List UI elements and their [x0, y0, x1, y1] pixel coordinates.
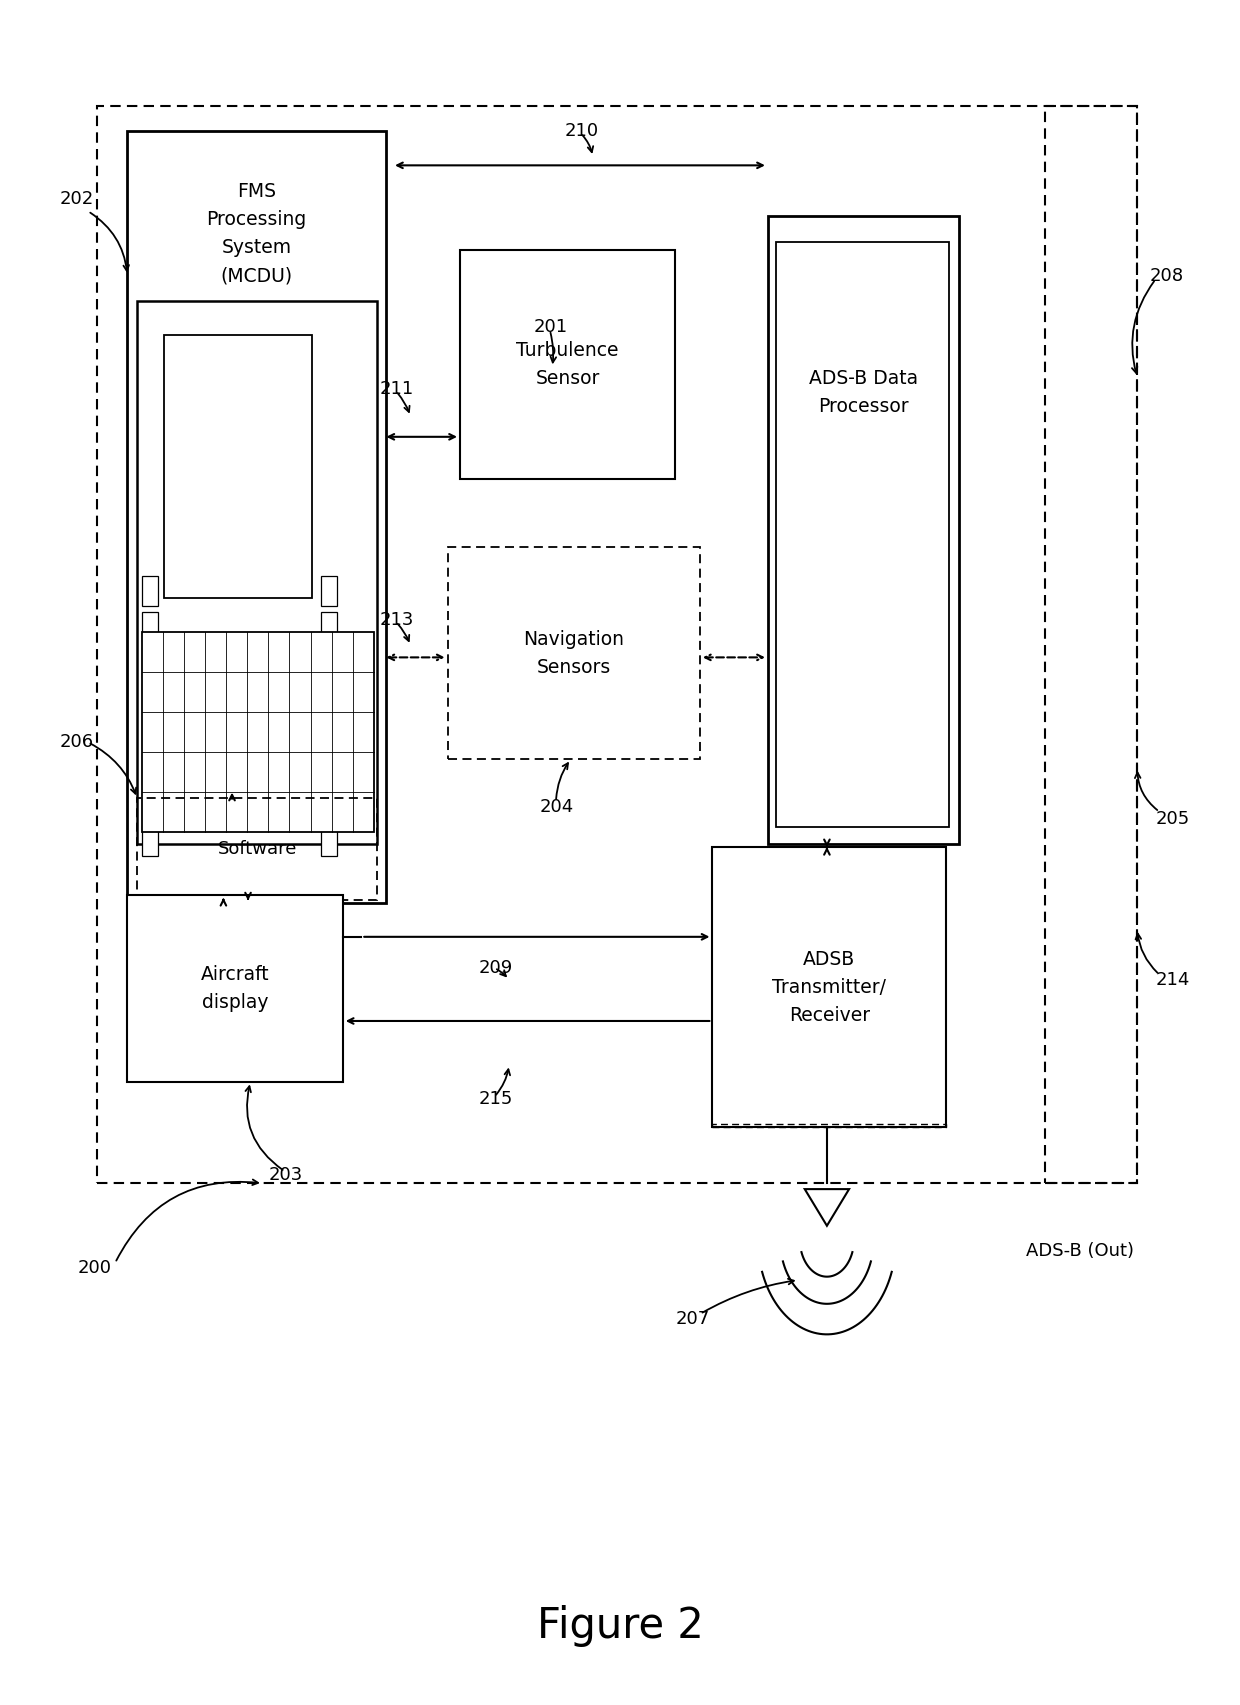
- Text: ADS-B Data
Processor: ADS-B Data Processor: [808, 368, 918, 416]
- Text: 210: 210: [564, 123, 599, 140]
- Text: Software: Software: [217, 841, 296, 858]
- Bar: [143, 825, 159, 856]
- Bar: [164, 334, 312, 598]
- Text: 213: 213: [379, 610, 414, 629]
- Bar: [712, 1124, 946, 1127]
- Text: 209: 209: [479, 958, 512, 977]
- Bar: [321, 682, 337, 713]
- Bar: [321, 648, 337, 679]
- Bar: [138, 302, 377, 844]
- Text: 208: 208: [1149, 266, 1184, 285]
- Text: Aircraft
display: Aircraft display: [201, 965, 269, 1011]
- Text: ADS-B (Out): ADS-B (Out): [1027, 1243, 1135, 1260]
- Text: 203: 203: [269, 1166, 304, 1183]
- Bar: [128, 131, 386, 904]
- Text: 206: 206: [60, 733, 94, 752]
- Text: FMS
Processing
System
(MCDU): FMS Processing System (MCDU): [207, 182, 306, 285]
- Text: 205: 205: [1156, 810, 1190, 827]
- Bar: [143, 633, 373, 832]
- Bar: [143, 718, 159, 748]
- Bar: [321, 789, 337, 820]
- Bar: [460, 251, 676, 479]
- Bar: [321, 825, 337, 856]
- Bar: [143, 576, 159, 607]
- Text: Figure 2: Figure 2: [537, 1604, 703, 1647]
- Text: 214: 214: [1156, 970, 1190, 989]
- Bar: [138, 798, 377, 900]
- Text: Turbulence
Sensor: Turbulence Sensor: [516, 341, 619, 389]
- Text: 204: 204: [539, 798, 574, 815]
- Bar: [143, 789, 159, 820]
- Bar: [143, 682, 159, 713]
- Bar: [776, 242, 949, 827]
- Bar: [712, 847, 946, 1127]
- Bar: [768, 217, 959, 844]
- Bar: [143, 612, 159, 643]
- Text: 202: 202: [60, 191, 94, 208]
- Bar: [1045, 106, 1137, 1183]
- Text: 207: 207: [676, 1309, 709, 1328]
- Text: 201: 201: [533, 317, 568, 336]
- Text: ADSB
Transmitter/
Receiver: ADSB Transmitter/ Receiver: [773, 950, 887, 1025]
- Text: 211: 211: [379, 380, 414, 399]
- Bar: [321, 718, 337, 748]
- Bar: [321, 754, 337, 784]
- Bar: [97, 106, 1137, 1183]
- Bar: [448, 547, 701, 759]
- Bar: [321, 612, 337, 643]
- Bar: [321, 576, 337, 607]
- Bar: [143, 648, 159, 679]
- Text: Navigation
Sensors: Navigation Sensors: [523, 629, 624, 677]
- Text: 200: 200: [78, 1260, 112, 1277]
- Bar: [128, 895, 343, 1081]
- Text: 215: 215: [479, 1089, 512, 1108]
- Bar: [143, 754, 159, 784]
